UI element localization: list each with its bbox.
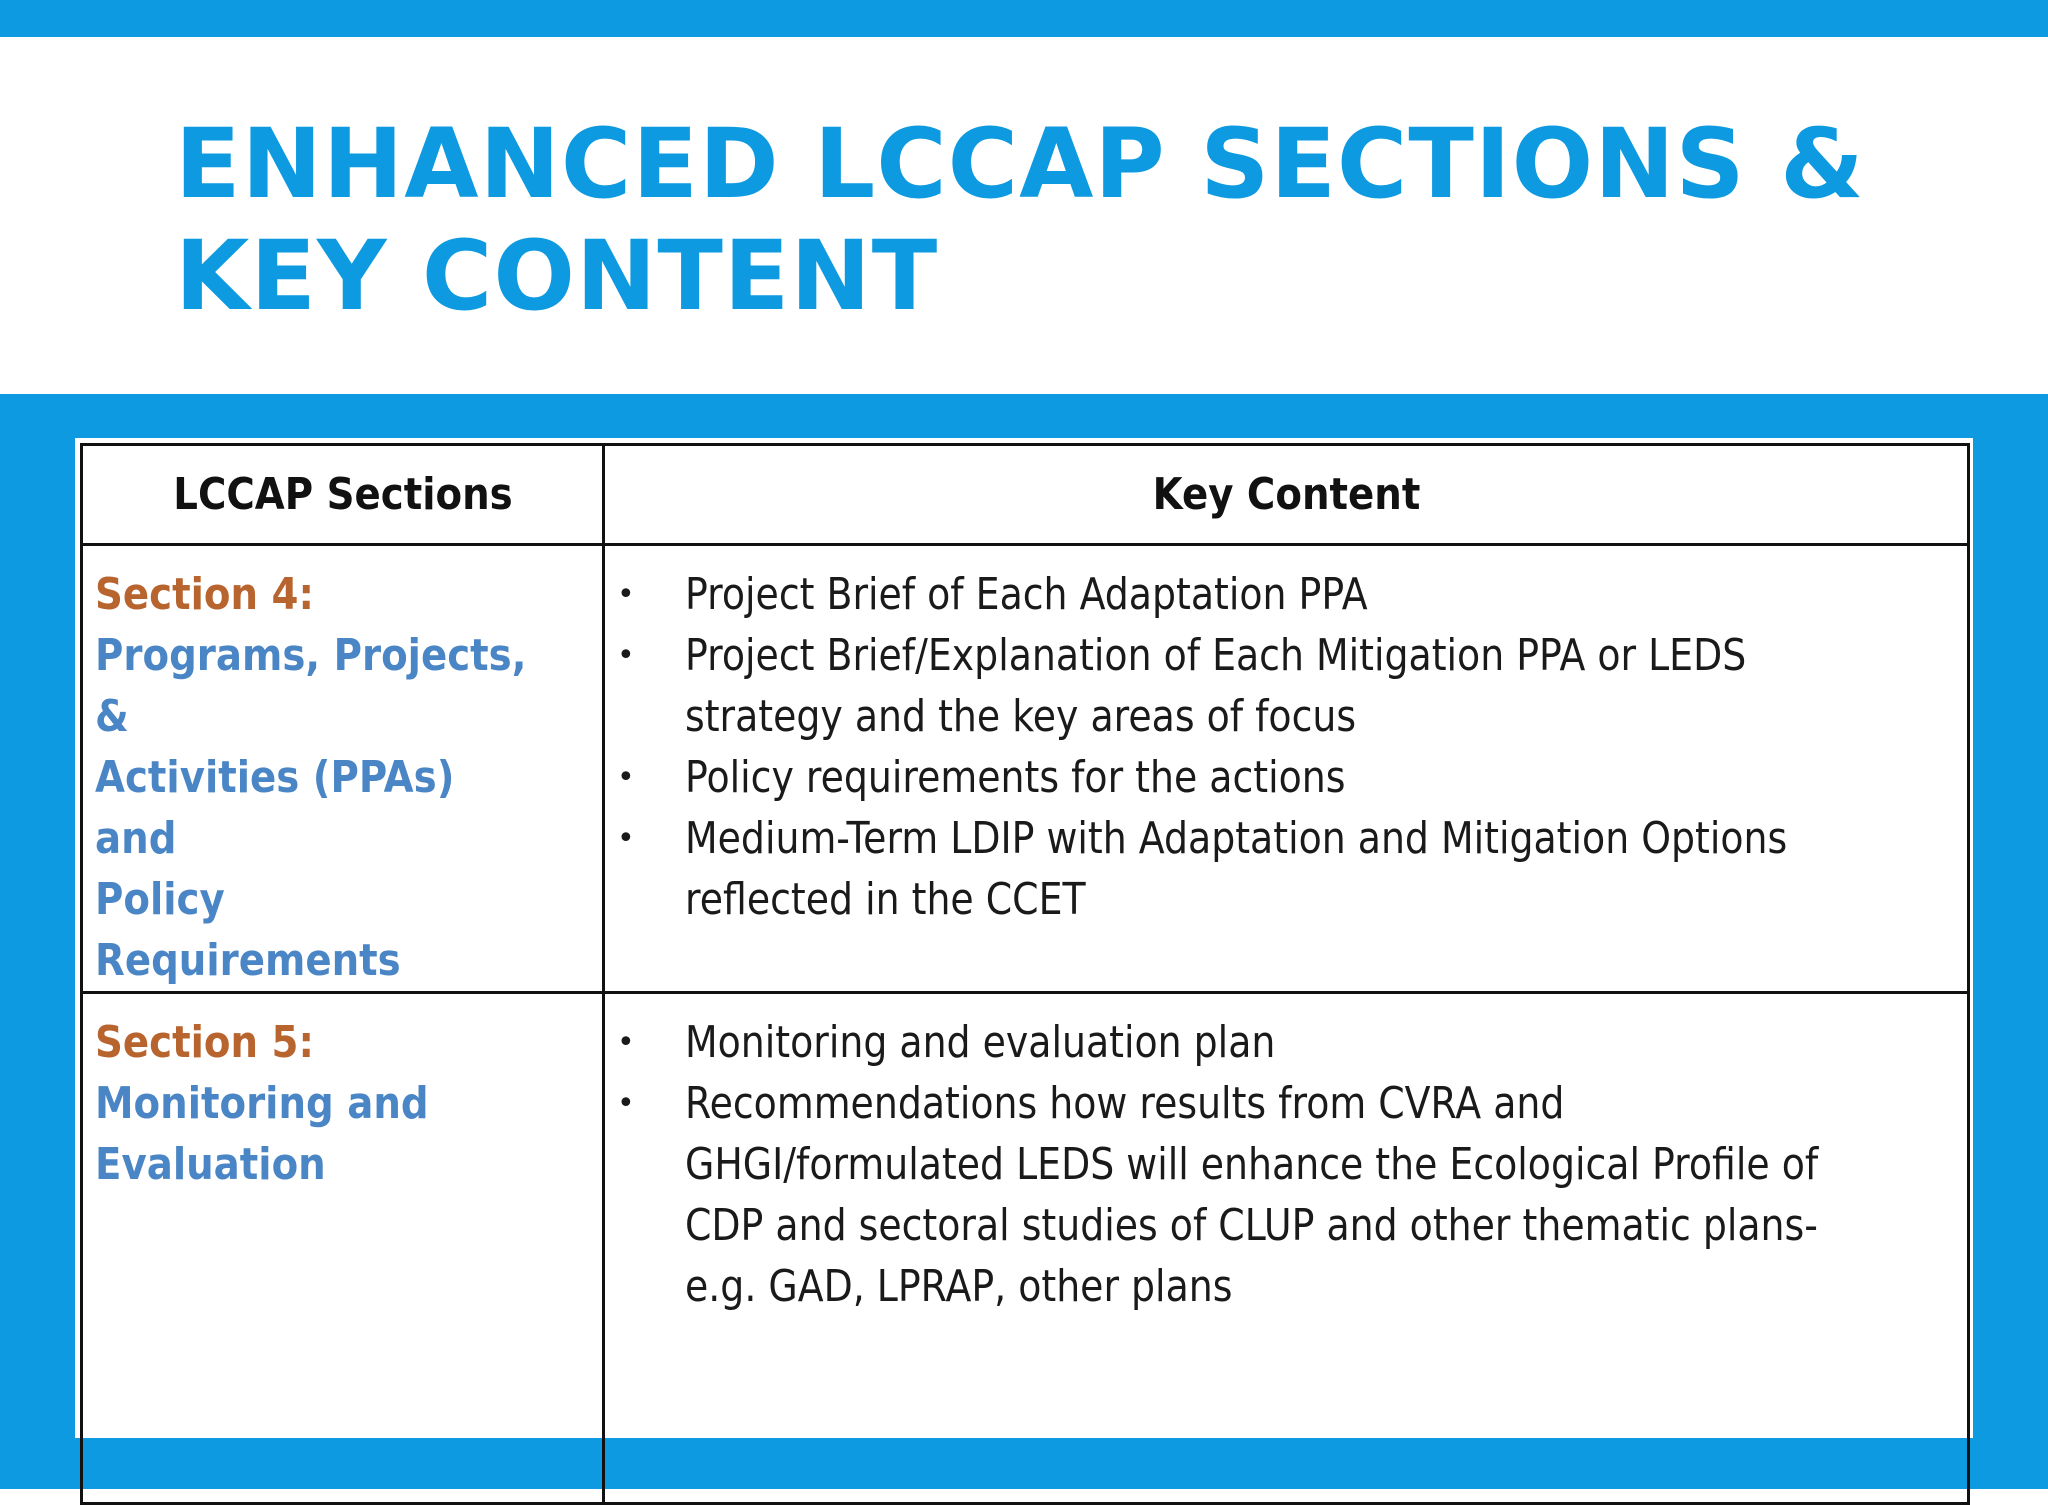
point-text: Project Brief of Each Adaptation PPA <box>685 569 1368 620</box>
slide-title-line-1: ENHANCED LCCAP SECTIONS & <box>175 108 1865 220</box>
bullet-icon: • <box>617 1086 635 1121</box>
list-item: • Recommendations how results from CVRA … <box>605 1073 1967 1317</box>
top-accent-bar <box>0 0 2048 37</box>
slide-title: ENHANCED LCCAP SECTIONS & KEY CONTENT <box>175 108 1865 332</box>
section-5-label: Section 5: <box>95 1017 314 1068</box>
section-4-name: Programs, Projects, & Activities (PPAs) … <box>95 630 527 986</box>
bullet-icon: • <box>617 577 635 612</box>
section-4-label: Section 4: <box>95 569 314 620</box>
list-item: • Project Brief of Each Adaptation PPA <box>605 564 1967 625</box>
lccap-sections-table: LCCAP Sections Key Content Section 4: Pr… <box>80 443 1970 1505</box>
point-text: Project Brief/Explanation of Each Mitiga… <box>685 630 1747 742</box>
list-item: • Monitoring and evaluation plan <box>605 1012 1967 1073</box>
section-5-points: • Monitoring and evaluation plan • Recom… <box>605 1012 1967 1317</box>
table-row-section-5: Section 5: Monitoring and Evaluation • M… <box>80 991 1970 1505</box>
list-item: • Project Brief/Explanation of Each Miti… <box>605 625 1967 747</box>
bullet-icon: • <box>617 638 635 673</box>
section-5-name: Monitoring and Evaluation <box>95 1078 429 1190</box>
section-4-cell: Section 4: Programs, Projects, & Activit… <box>80 543 605 994</box>
header-key-content: Key Content <box>684 443 1888 546</box>
section-4-key-content: • Project Brief of Each Adaptation PPA •… <box>602 543 1970 994</box>
bullet-icon: • <box>617 1025 635 1060</box>
lccap-table-image: LCCAP Sections Key Content Section 4: Pr… <box>75 438 1973 1505</box>
section-5-cell: Section 5: Monitoring and Evaluation <box>80 991 605 1505</box>
table-row-section-4: Section 4: Programs, Projects, & Activit… <box>80 543 1970 994</box>
bullet-icon: • <box>617 760 635 795</box>
list-item: • Medium-Term LDIP with Adaptation and M… <box>605 808 1967 930</box>
header-lccap-sections: LCCAP Sections <box>111 443 574 546</box>
slide-title-line-2: KEY CONTENT <box>175 220 939 332</box>
point-text: Policy requirements for the actions <box>685 752 1346 803</box>
bullet-icon: • <box>617 821 635 856</box>
point-text: Monitoring and evaluation plan <box>685 1017 1276 1068</box>
table-header-row: LCCAP Sections Key Content <box>82 443 1969 546</box>
point-text: Medium-Term LDIP with Adaptation and Mit… <box>685 813 1788 925</box>
point-text: Recommendations how results from CVRA an… <box>685 1078 1819 1312</box>
section-4-points: • Project Brief of Each Adaptation PPA •… <box>605 564 1967 930</box>
list-item: • Policy requirements for the actions <box>605 747 1967 808</box>
section-5-key-content: • Monitoring and evaluation plan • Recom… <box>602 991 1970 1505</box>
